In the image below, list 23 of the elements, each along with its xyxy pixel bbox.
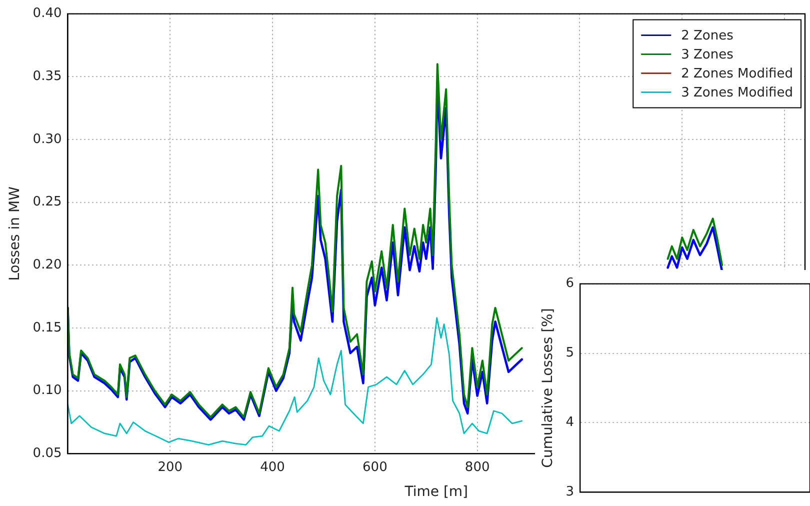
y-tick-label: 0.30 (32, 132, 62, 147)
y-tick-label: 0.20 (32, 257, 62, 272)
y-tick-label: 0.10 (32, 383, 62, 398)
y-tick-label: 0.25 (32, 194, 62, 210)
y-tick-label: 3 (566, 484, 574, 500)
x-axis-title: Time [m] (404, 484, 468, 500)
y-axis-title: Losses in MW (7, 186, 24, 281)
y-tick-label: 0.15 (32, 320, 62, 336)
x-tick-label: 800 (464, 460, 490, 475)
legend-label: 2 Zones Modified (681, 66, 794, 82)
y-tick-label: 5 (566, 346, 574, 361)
y-tick-label: 0.40 (32, 6, 62, 22)
y-tick-label: 0.05 (32, 446, 62, 461)
y-tick-label: 4 (566, 415, 574, 430)
x-tick-label: 200 (158, 460, 183, 475)
legend-label: 3 Zones (681, 48, 734, 63)
legend-label: 2 Zones (681, 28, 734, 44)
y-tick-label: 0.35 (32, 69, 62, 84)
x-tick-label: 400 (260, 460, 285, 475)
y-axis-title: Cumulative Losses [%] (540, 308, 556, 468)
x-tick-label: 600 (362, 460, 388, 475)
legend-label: 3 Zones Modified (681, 86, 794, 101)
y-tick-label: 6 (566, 276, 574, 292)
